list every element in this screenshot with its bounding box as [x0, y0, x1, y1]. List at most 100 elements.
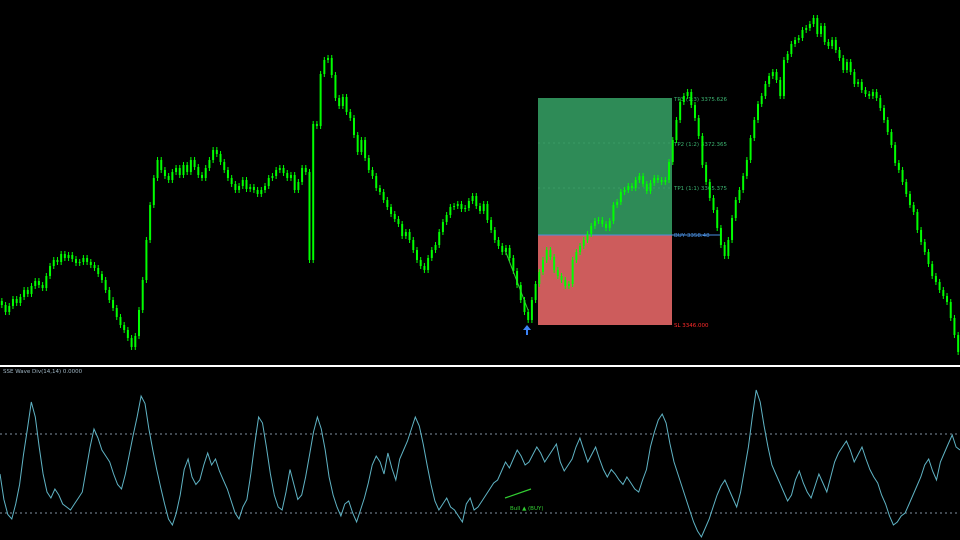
candle-body — [834, 40, 837, 50]
candle-body — [590, 226, 593, 234]
candle-body — [434, 245, 437, 250]
candle-body — [386, 200, 389, 207]
candle-body — [745, 160, 748, 176]
candle-body — [323, 60, 326, 74]
candle-body — [93, 265, 96, 268]
candle-body — [378, 188, 381, 192]
divergence-line — [504, 488, 532, 499]
candle-body — [4, 305, 7, 312]
candle-body — [412, 240, 415, 250]
candle-body — [701, 136, 704, 165]
candle-body — [668, 162, 671, 180]
tp2-label: TP2 (1:2) 3372.365 — [673, 142, 728, 148]
candle-body — [712, 198, 715, 210]
candle-body — [382, 192, 385, 200]
candle-body — [490, 220, 493, 230]
candle-body — [319, 74, 322, 126]
candle-body — [582, 240, 585, 246]
candle-body — [682, 96, 685, 102]
candle-body — [890, 132, 893, 145]
candle-body — [946, 296, 949, 302]
candle-body — [642, 176, 645, 184]
candle-body — [879, 98, 882, 108]
candle-body — [74, 259, 77, 263]
candle-body — [152, 178, 155, 205]
indicator-pane[interactable]: SSE Wave Div(14,14) 0.0000 Bull ▲ (BUY) — [0, 367, 960, 540]
candle-body — [805, 28, 808, 30]
candle-body — [238, 186, 241, 190]
candle-body — [849, 62, 852, 72]
candle-body — [927, 252, 930, 264]
candle-body — [278, 168, 281, 170]
candle-body — [508, 248, 511, 258]
candle-body — [419, 260, 422, 266]
candle-body — [671, 140, 674, 162]
candle-body — [464, 208, 467, 209]
candle-body — [34, 281, 37, 286]
candle-body — [912, 205, 915, 212]
candle-body — [482, 204, 485, 211]
candle-body — [756, 104, 759, 120]
candle-body — [41, 285, 44, 288]
candle-body — [679, 102, 682, 120]
candle-body — [571, 260, 574, 284]
candle-body — [727, 240, 730, 256]
candle-body — [297, 182, 300, 190]
candle-body — [686, 92, 689, 96]
candle-body — [619, 192, 622, 202]
candle-body — [26, 290, 29, 294]
pane-separator[interactable] — [0, 365, 960, 367]
candle-body — [586, 234, 589, 240]
candle-body — [782, 60, 785, 96]
candle-body — [397, 219, 400, 224]
candle-body — [441, 222, 444, 232]
candle-body — [938, 282, 941, 290]
candle-body — [527, 312, 530, 320]
candle-body — [530, 300, 533, 320]
candle-body — [845, 62, 848, 70]
candle-body — [189, 160, 192, 172]
candle-body — [575, 252, 578, 260]
candle-body — [141, 280, 144, 310]
candle-body — [163, 170, 166, 176]
candle-body — [430, 250, 433, 258]
candle-body — [708, 182, 711, 198]
candle-body — [627, 186, 630, 190]
candle-body — [301, 168, 304, 182]
candle-body — [182, 165, 185, 175]
candle-body — [341, 97, 344, 106]
candle-body — [753, 120, 756, 138]
candle-body — [63, 254, 66, 258]
candle-body — [330, 58, 333, 75]
candle-body — [223, 162, 226, 170]
candle-body — [349, 112, 352, 118]
oscillator-line — [0, 389, 960, 539]
candle-body — [160, 160, 163, 170]
candle-body — [957, 335, 960, 352]
candle-body — [775, 72, 778, 80]
candle-body — [460, 204, 463, 209]
signal-label: Bull ▲ (BUY) — [510, 506, 544, 512]
candle-body — [567, 284, 570, 286]
candle-body — [360, 140, 363, 152]
candle-body — [942, 290, 945, 296]
candle-body — [245, 180, 248, 189]
candle-body — [616, 202, 619, 205]
candle-body — [52, 260, 55, 266]
candle-body — [697, 118, 700, 136]
candle-body — [19, 297, 22, 303]
candle-body — [226, 170, 229, 178]
candle-body — [649, 183, 652, 191]
candle-body — [456, 204, 459, 206]
candle-body — [60, 254, 63, 262]
candle-body — [608, 221, 611, 228]
candle-body — [760, 96, 763, 104]
candle-body — [894, 145, 897, 163]
price-chart-pane[interactable]: TP3 (1:3) 3375.626 TP2 (1:2) 3372.365 TP… — [0, 0, 960, 365]
candle-body — [11, 299, 14, 306]
candle-body — [219, 154, 222, 162]
candle-body — [130, 338, 133, 347]
candle-body — [186, 165, 189, 172]
candle-body — [293, 175, 296, 190]
candle-body — [931, 264, 934, 276]
